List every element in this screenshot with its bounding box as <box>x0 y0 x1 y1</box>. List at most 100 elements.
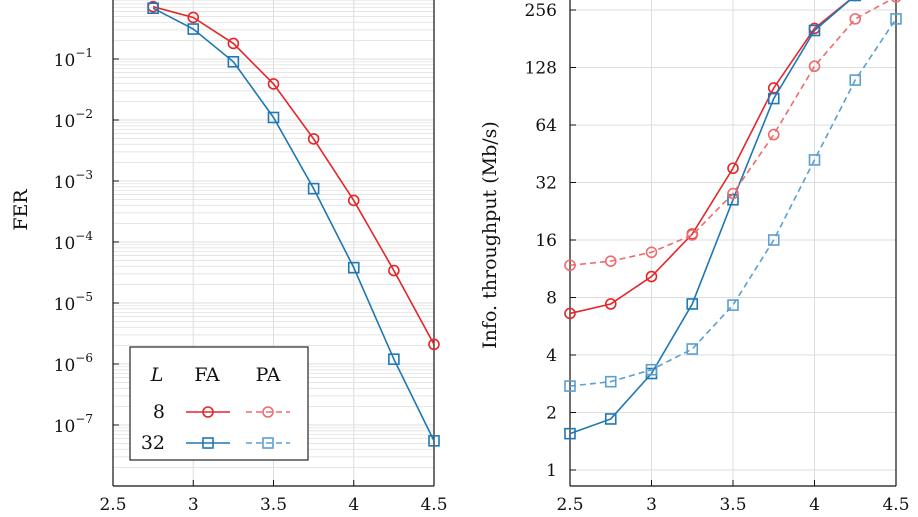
y-tick-label: 10−5 <box>54 290 93 315</box>
data-point-circle-0 <box>564 259 576 272</box>
data-point-square-1 <box>604 413 617 425</box>
data-point-circle-6 <box>808 60 821 73</box>
y-tick-label: 10−7 <box>54 412 93 437</box>
data-point-circle-4 <box>727 187 739 200</box>
data-point-circle-legend-fa <box>202 406 214 418</box>
y-axis-title: Info. throughput (Mb/s) <box>479 121 501 349</box>
data-point-square-legend-pa <box>262 437 274 449</box>
y-tick-label: 10−6 <box>54 351 93 376</box>
legend-row-label: 8 <box>153 401 165 423</box>
data-point-circle-5 <box>767 128 780 141</box>
legend: L FA PA 8 32 <box>129 346 309 461</box>
legend-header-pa: PA <box>256 364 281 386</box>
data-point-circle-1 <box>604 255 617 267</box>
data-point-square-7 <box>849 74 862 86</box>
data-point-circle-0 <box>564 307 576 320</box>
data-point-square-2 <box>645 363 658 376</box>
data-point-circle-1 <box>604 298 617 310</box>
y-tick-label: 32 <box>535 174 557 194</box>
series-line <box>569 0 852 435</box>
y-tick-label: 10−3 <box>54 168 93 193</box>
series-pa-8 <box>564 0 901 272</box>
data-point-circle-8 <box>891 0 901 3</box>
x-tick-label: 4.5 <box>420 495 447 515</box>
y-tick-label: 16 <box>535 231 557 251</box>
data-point-circle-legend-pa <box>262 406 274 418</box>
data-point-square-7 <box>428 435 440 447</box>
data-point-circle-5 <box>347 194 360 207</box>
data-point-square-3 <box>686 298 699 310</box>
x-tick-label: 3 <box>188 495 199 515</box>
data-point-square-5 <box>347 261 360 274</box>
x-tick-label: 2.5 <box>556 495 583 515</box>
y-tick-label: 256 <box>525 1 557 21</box>
series-pa-32 <box>564 13 902 392</box>
series-fa-8 <box>147 0 440 351</box>
y-tick-label: 128 <box>525 59 557 79</box>
data-point-circle-2 <box>645 270 658 283</box>
axes: 2.5 3 3.5 4 4.5 10−1 10−2 10−3 10−4 10−5 10−6 10−7 F… <box>10 0 448 515</box>
data-point-square-3 <box>686 343 699 355</box>
axes: 2.5 3 3.5 4 4.5 1 2 4 8 16 32 64 128 256 Info. through… <box>479 0 910 515</box>
x-tick-label: 3.5 <box>260 495 287 515</box>
series-group <box>147 0 440 447</box>
data-point-square-0 <box>147 2 159 15</box>
fer-chart: 2.5 3 3.5 4 4.5 10−1 10−2 10−3 10−4 10−5 10−6 10−7 F… <box>10 0 448 515</box>
data-point-circle-1 <box>187 11 200 24</box>
data-point-square-0 <box>564 427 576 440</box>
data-point-square-5 <box>767 234 780 246</box>
data-point-circle-4 <box>307 133 320 145</box>
series-line <box>152 5 435 345</box>
data-point-square-2 <box>227 55 240 68</box>
data-point-square-6 <box>808 24 821 37</box>
throughput-chart: 2.5 3 3.5 4 4.5 1 2 4 8 16 32 64 128 256 Info. through… <box>479 0 910 515</box>
data-point-square-1 <box>604 375 617 388</box>
series-fa-32 <box>564 0 862 440</box>
data-point-square-4 <box>727 299 739 311</box>
grid <box>569 0 897 486</box>
series-group <box>564 0 902 440</box>
legend-header-L: L <box>150 364 164 386</box>
data-point-circle-7 <box>428 338 440 351</box>
x-tick-label: 2.5 <box>99 495 126 515</box>
series-line <box>569 18 897 387</box>
y-tick-label: 4 <box>546 346 557 366</box>
y-tick-label: 2 <box>546 404 557 424</box>
data-point-circle-3 <box>686 229 699 241</box>
data-point-square-6 <box>808 154 821 166</box>
y-tick-label: 10−4 <box>54 229 94 254</box>
data-point-square-3 <box>267 111 280 124</box>
series-fa-32 <box>147 2 440 447</box>
data-point-square-legend-fa <box>202 437 214 449</box>
series-line <box>152 7 435 442</box>
y-tick-label: 10−1 <box>54 46 93 71</box>
legend-header-fa: FA <box>194 364 220 386</box>
y-tick-label: 1 <box>546 461 557 481</box>
y-tick-label: 8 <box>546 289 557 309</box>
x-tick-label: 4.5 <box>882 495 909 515</box>
x-tick-label: 4 <box>809 495 820 515</box>
data-point-circle-3 <box>267 78 280 90</box>
data-point-circle-2 <box>227 37 240 50</box>
x-tick-label: 3 <box>646 495 657 515</box>
data-point-square-5 <box>767 92 780 105</box>
data-point-circle-2 <box>645 246 658 259</box>
y-tick-label: 10−2 <box>54 107 93 132</box>
y-axis-title: FER <box>10 189 32 231</box>
data-point-circle-6 <box>388 264 400 277</box>
x-tick-label: 4 <box>348 495 359 515</box>
data-point-square-4 <box>727 193 739 206</box>
legend-box <box>129 346 309 461</box>
data-point-square-6 <box>388 353 400 365</box>
legend-row-label: 32 <box>141 432 165 454</box>
data-point-square-4 <box>307 182 320 195</box>
series-line <box>569 0 892 267</box>
data-point-circle-7 <box>849 13 862 25</box>
data-point-square-0 <box>564 380 576 392</box>
data-point-square-8 <box>890 13 902 25</box>
data-point-circle-4 <box>727 162 739 175</box>
x-tick-label: 3.5 <box>719 495 746 515</box>
y-tick-label: 64 <box>535 116 557 136</box>
data-point-square-1 <box>187 23 200 35</box>
